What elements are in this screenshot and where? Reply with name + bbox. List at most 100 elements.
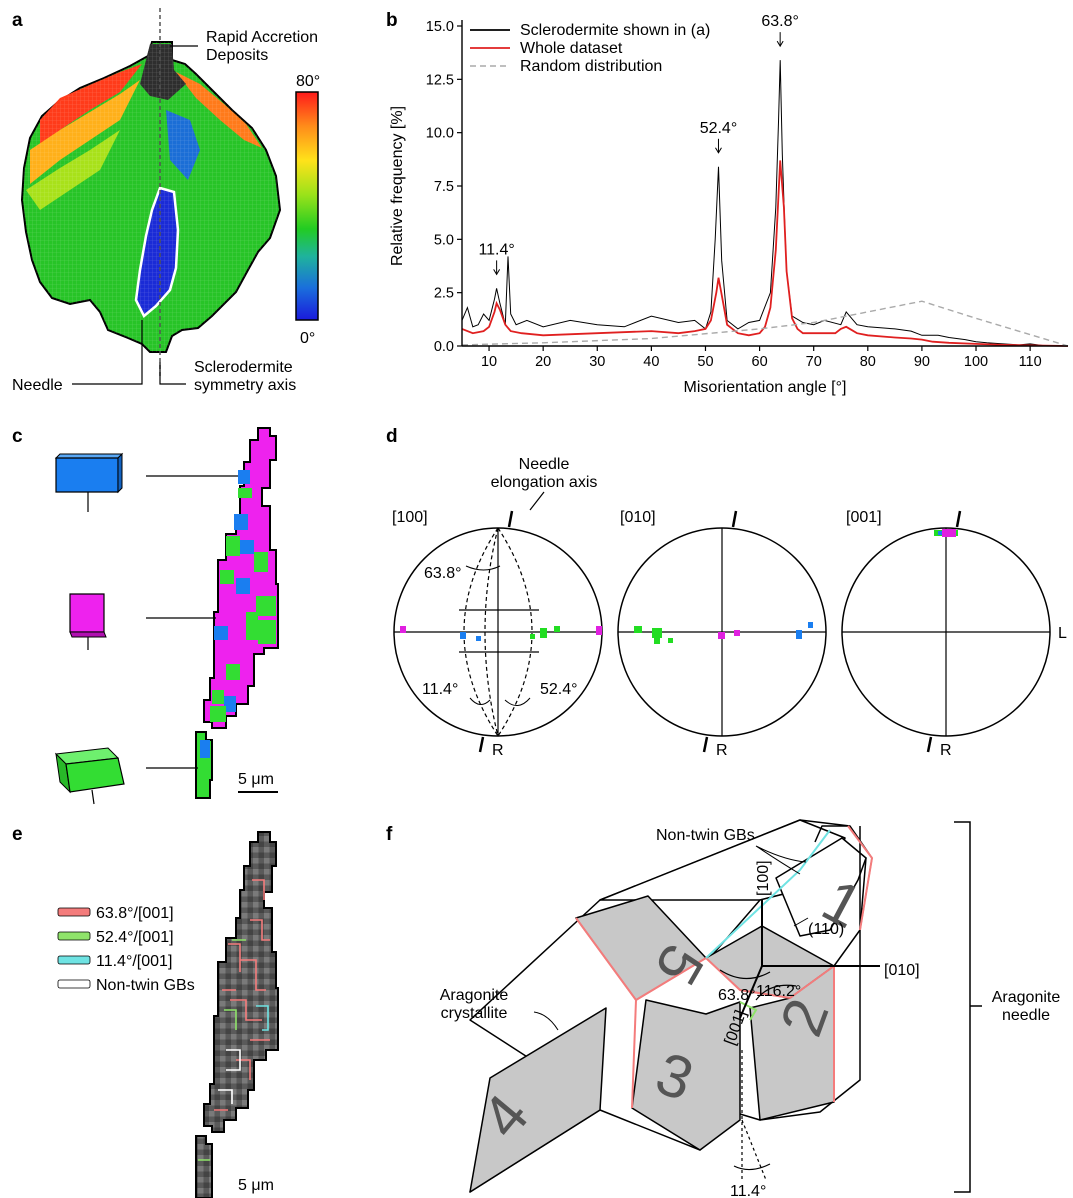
x-tick-label: 20 <box>535 354 551 370</box>
needle-leader <box>72 320 143 385</box>
pole-figure-100: [100] 63.8° 11.4° 52.4° R <box>392 509 603 759</box>
colorbar-min-label: 0° <box>300 330 315 347</box>
x-tick-label: 10 <box>481 354 497 370</box>
panel-d: d Needle elongation axis [100] 63.8° 11.… <box>386 426 1067 759</box>
blue-cell <box>240 540 254 554</box>
scale-label-c: 5 μm <box>238 771 274 788</box>
x-tick-label: 60 <box>752 354 768 370</box>
legend-swatch <box>57 979 91 989</box>
panel-e: e 63.8°/[001] 52.4°/[001] 11.4°/[001] No… <box>12 824 279 1198</box>
legend-label: Whole dataset <box>520 40 623 57</box>
y-tick-label: 2.5 <box>434 286 454 302</box>
angle-label-114-f: 11.4° <box>730 1183 766 1198</box>
green-cell <box>212 690 224 704</box>
pole-point <box>540 628 547 638</box>
green-cell <box>238 488 252 498</box>
needle-label-2-f: needle <box>1002 1007 1050 1024</box>
annotation-label: 63.8° <box>761 13 799 30</box>
boundary-lines <box>198 879 270 1161</box>
green-cell <box>254 552 268 572</box>
crystallite-label-1: Aragonite <box>440 987 509 1004</box>
angle-label-524: 52.4° <box>540 681 578 698</box>
pole-figure-010: [010] R <box>617 509 827 759</box>
legend-swatch <box>57 907 91 917</box>
r-label-1: R <box>492 742 504 759</box>
pole-label-010: [010] <box>620 509 656 526</box>
angle-label-638-f: 63.8° <box>718 987 756 1004</box>
axis-leader <box>159 362 186 385</box>
series-line-2 <box>461 300 1069 347</box>
x-tick-label: 30 <box>589 354 605 370</box>
boundary-legend: 63.8°/[001] 52.4°/[001] 11.4°/[001] Non-… <box>57 905 195 994</box>
pole-label-100: [100] <box>392 509 428 526</box>
pole-label-001: [001] <box>846 509 882 526</box>
y-tick-label: 0.0 <box>434 339 454 355</box>
annotation-arrowhead <box>776 40 784 48</box>
green-crystal-icon <box>54 747 125 805</box>
legend-label: Sclerodermite shown in (a) <box>520 22 710 39</box>
blue-cell <box>224 696 236 712</box>
crystallite-label-2: crystallite <box>441 1005 508 1022</box>
panel-letter-f: f <box>386 824 393 845</box>
pole-figure-001: [001] R L <box>841 509 1067 759</box>
blue-cell <box>234 514 248 530</box>
axis-label-100: [100] <box>755 860 772 896</box>
axis-label-010: [010] <box>884 962 920 979</box>
y-tick-label: 5.0 <box>434 232 454 248</box>
green-cell <box>226 664 240 680</box>
needle-drawing <box>469 819 873 1193</box>
blue-crystal-icon <box>54 452 124 512</box>
pole-point <box>938 531 942 535</box>
needle-axis-label-2: elongation axis <box>491 474 598 491</box>
legend-label: 11.4°/[001] <box>96 953 172 970</box>
magenta-crystal-icon <box>69 593 107 650</box>
crystal-axes <box>739 900 880 1019</box>
l-label: L <box>1058 625 1067 642</box>
dashed-axis <box>741 1050 767 1181</box>
colorbar-max-label: 80° <box>296 73 320 90</box>
angle-arc-638 <box>719 969 771 980</box>
green-cell <box>210 706 226 722</box>
angle-arc-114 <box>733 1163 771 1171</box>
r-label-2: R <box>716 742 728 759</box>
pole-point <box>942 529 956 537</box>
pole-point <box>796 630 802 639</box>
pole-point <box>668 638 673 643</box>
panel-c: c <box>12 426 279 805</box>
pole-point <box>460 632 466 639</box>
panel-b: b 10 20 30 40 50 60 70 80 90 100 1100.02.55.07.510… <box>386 10 1069 396</box>
series-line-1 <box>461 160 1069 347</box>
legend-label: 63.8°/[001] <box>96 905 174 922</box>
green-cell <box>256 596 276 616</box>
pole-point <box>400 626 406 633</box>
scale-label-e: 5 μm <box>238 1177 274 1194</box>
annotation-label: 52.4° <box>700 120 738 137</box>
green-cell <box>220 570 234 584</box>
panel-letter-d: d <box>386 426 398 447</box>
panel-f: f <box>386 819 1060 1198</box>
y-tick-label: 12.5 <box>426 72 454 88</box>
colorbar <box>295 91 319 321</box>
x-axis-label: Misorientation angle [°] <box>684 379 847 396</box>
angle-label-114: 11.4° <box>422 681 458 698</box>
blue-cell <box>200 740 210 758</box>
legend-swatch <box>57 955 91 965</box>
legend-label: Random distribution <box>520 58 662 75</box>
pole-point <box>554 626 560 632</box>
x-tick-label: 100 <box>964 354 988 370</box>
blue-cell <box>236 578 250 594</box>
axis-label-2: symmetry axis <box>194 377 296 394</box>
x-tick-label: 90 <box>914 354 930 370</box>
misorientation-chart: 10 20 30 40 50 60 70 80 90 100 110 0.0 2.5 5.0 7.5 10.0… <box>389 13 1069 396</box>
panel-letter-a: a <box>12 10 23 31</box>
crystallite-leader <box>533 1011 559 1031</box>
plane-leader <box>793 917 809 927</box>
axis-label-1: Sclerodermite <box>194 359 293 376</box>
legend-label: Non-twin GBs <box>96 977 195 994</box>
needle-label: Needle <box>12 377 63 394</box>
panel-letter-c: c <box>12 426 23 447</box>
annotation-arrowhead <box>493 269 501 276</box>
grey-boundary-map-lower <box>195 1135 213 1198</box>
pole-point <box>734 630 740 636</box>
